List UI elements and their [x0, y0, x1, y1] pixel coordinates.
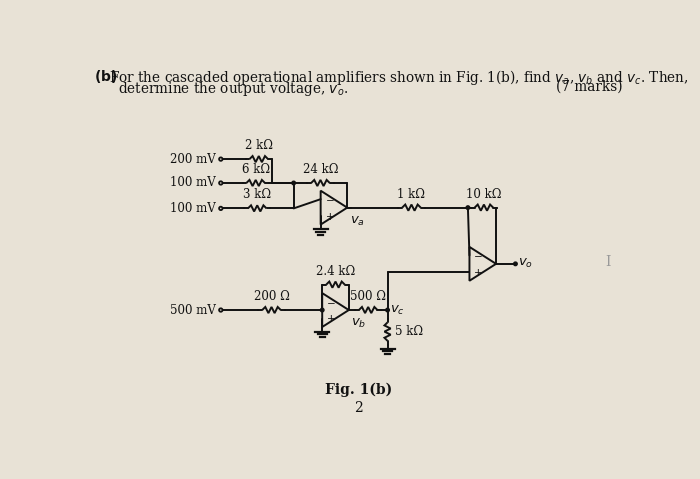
- Text: 2 kΩ: 2 kΩ: [245, 139, 273, 152]
- Text: $v_o$: $v_o$: [518, 257, 533, 270]
- Circle shape: [466, 206, 470, 209]
- Text: 2.4 kΩ: 2.4 kΩ: [316, 265, 355, 278]
- Text: $-$: $-$: [325, 194, 334, 204]
- Text: $v_b$: $v_b$: [351, 317, 366, 330]
- Text: $v_c$: $v_c$: [390, 304, 405, 318]
- Text: 3 kΩ: 3 kΩ: [243, 188, 272, 202]
- Text: 5 kΩ: 5 kΩ: [395, 325, 423, 338]
- Circle shape: [514, 262, 517, 266]
- Text: 200 mV: 200 mV: [170, 153, 216, 166]
- Text: $v_a$: $v_a$: [349, 215, 365, 228]
- Text: 6 kΩ: 6 kΩ: [241, 163, 270, 176]
- Text: $+$: $+$: [326, 313, 336, 324]
- Text: 2: 2: [354, 401, 363, 415]
- Text: 500 Ω: 500 Ω: [350, 290, 386, 303]
- Text: 1 kΩ: 1 kΩ: [398, 188, 426, 201]
- Text: $-$: $-$: [326, 297, 336, 307]
- Text: Fig. 1(b): Fig. 1(b): [325, 383, 393, 397]
- Text: 100 mV: 100 mV: [170, 202, 216, 215]
- Text: 10 kΩ: 10 kΩ: [466, 188, 502, 201]
- Text: $-$: $-$: [473, 251, 483, 261]
- Text: 24 kΩ: 24 kΩ: [302, 163, 338, 176]
- Text: $\mathbf{(b)}$: $\mathbf{(b)}$: [94, 68, 118, 85]
- Text: $+$: $+$: [325, 211, 334, 222]
- Circle shape: [321, 308, 324, 312]
- Text: (7 marks): (7 marks): [556, 80, 622, 94]
- Text: $+$: $+$: [473, 267, 483, 278]
- Text: 500 mV: 500 mV: [170, 304, 216, 317]
- Text: determine the output voltage, $v_o$.: determine the output voltage, $v_o$.: [118, 80, 349, 98]
- Text: I: I: [606, 254, 610, 269]
- Text: 100 mV: 100 mV: [170, 176, 216, 190]
- Circle shape: [386, 308, 389, 312]
- Text: 200 Ω: 200 Ω: [253, 290, 289, 303]
- Text: For the cascaded operational amplifiers shown in Fig. 1(b), find $v_a$, $v_b$ an: For the cascaded operational amplifiers …: [109, 68, 689, 87]
- Circle shape: [292, 181, 295, 185]
